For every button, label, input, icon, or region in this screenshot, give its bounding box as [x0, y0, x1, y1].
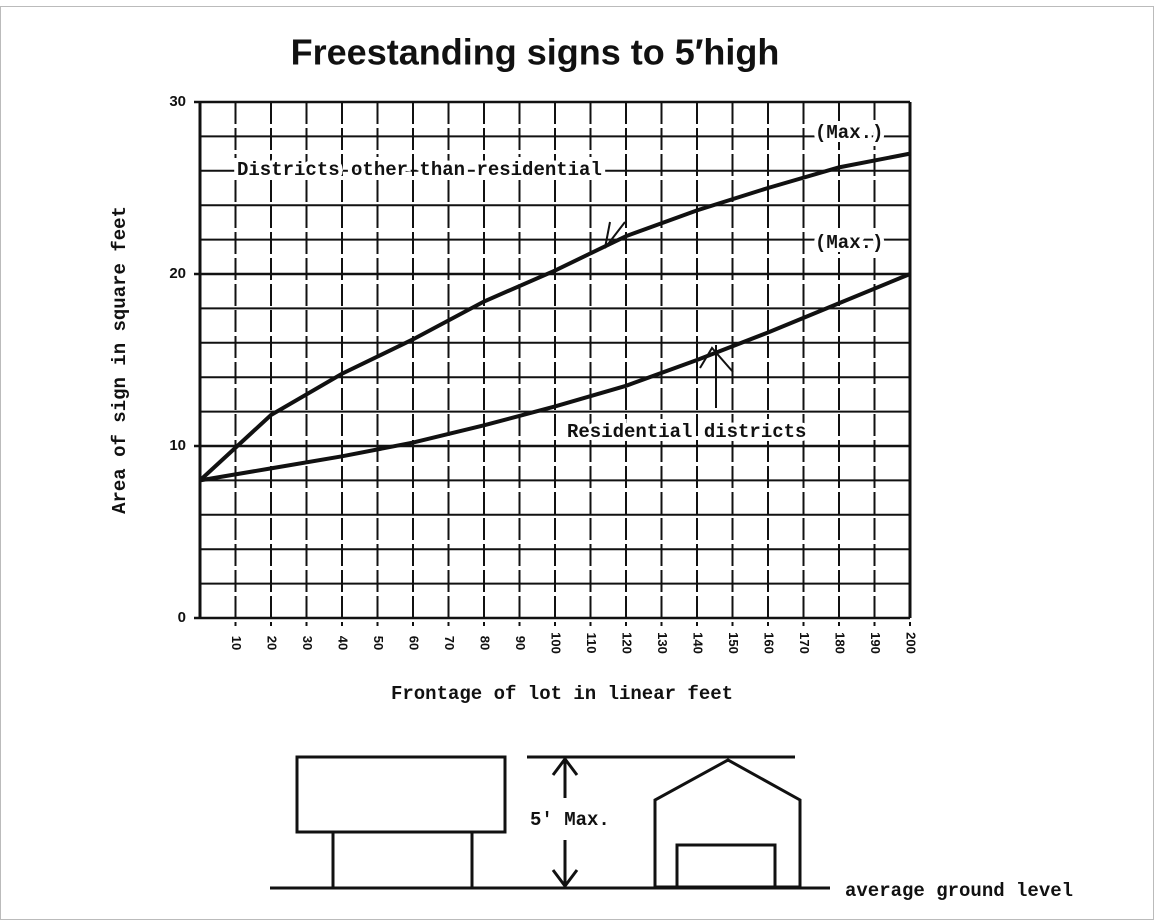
x-axis-label: Frontage of lot in linear feet [391, 683, 733, 705]
x-tick-label: 140 [691, 632, 706, 654]
x-tick-label: 150 [726, 632, 741, 654]
x-tick-label: 20 [265, 636, 280, 650]
x-tick-label: 190 [868, 632, 883, 654]
x-tick-label: 90 [513, 636, 528, 650]
x-tick-label: 60 [407, 636, 422, 650]
house-door [677, 845, 775, 887]
x-tick-label: 100 [549, 632, 564, 654]
x-tick-label: 120 [620, 632, 635, 654]
x-tick-label: 160 [762, 632, 777, 654]
x-tick-label: 70 [442, 636, 457, 650]
x-tick-label: 80 [478, 636, 493, 650]
x-tick-label: 110 [584, 633, 599, 654]
x-tick-label: 130 [655, 632, 670, 654]
height-label: 5' Max. [530, 809, 610, 831]
y-tick-label: 20 [169, 265, 186, 282]
series-label: Residential districts [567, 421, 806, 443]
x-tick-label: 200 [904, 632, 919, 654]
y-tick-label: 0 [178, 609, 186, 626]
y-tick-label: 30 [169, 93, 186, 110]
ground-label: average ground level [845, 880, 1073, 902]
x-tick-label: 10 [229, 636, 244, 650]
sign-panel [297, 757, 505, 832]
x-tick-label: 50 [371, 636, 386, 650]
x-tick-label: 40 [336, 636, 351, 650]
page-border [1, 7, 1154, 920]
annotation: (Max.) [815, 232, 883, 254]
annotation: (Max.) [815, 122, 883, 144]
y-axis-label: Area of sign in square feet [109, 206, 131, 514]
chart-title: Freestanding signs to 5′high [291, 32, 780, 73]
series-label: Districts other than residential [237, 159, 602, 181]
x-tick-label: 170 [797, 632, 812, 654]
y-tick-label: 10 [169, 437, 186, 454]
pointer-arrow [605, 222, 625, 248]
x-tick-label: 30 [300, 636, 315, 650]
x-tick-label: 180 [833, 632, 848, 654]
page: Freestanding signs to 5′high Area of sig… [0, 0, 1154, 920]
